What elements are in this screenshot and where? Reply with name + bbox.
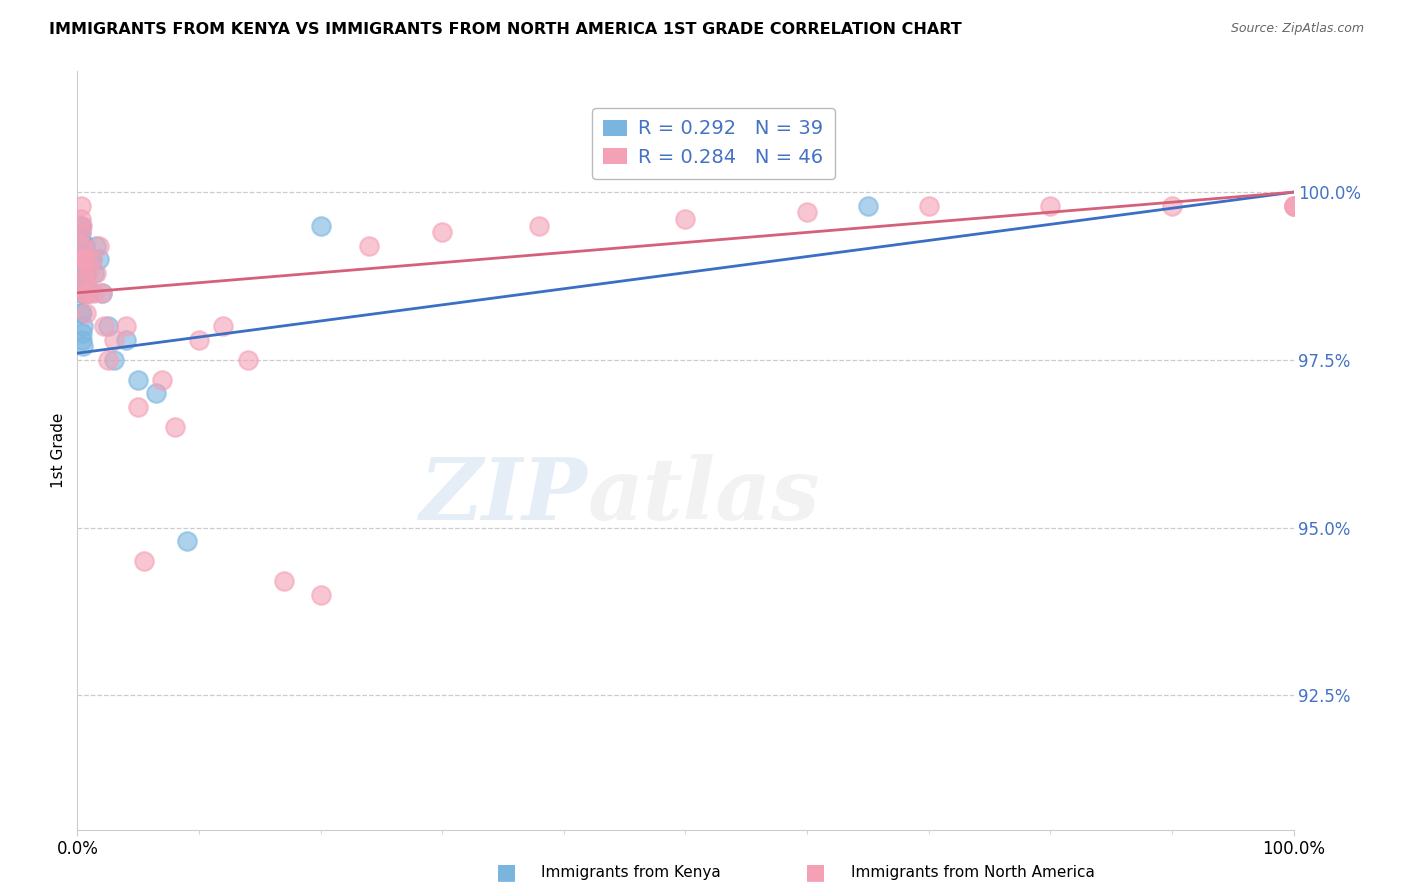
Point [70,245,93,260]
Text: ■: ■ [806,863,825,882]
Point [70,252,93,267]
Point [75,285,97,300]
Point [103,333,125,347]
Text: IMMIGRANTS FROM KENYA VS IMMIGRANTS FROM NORTH AMERICA 1ST GRADE CORRELATION CHA: IMMIGRANTS FROM KENYA VS IMMIGRANTS FROM… [49,22,962,37]
Point [70,219,93,233]
Point [1282,198,1305,212]
Point [70,272,93,286]
Point [90,285,112,300]
Point [72,266,94,280]
Point [1282,198,1305,212]
Point [97,319,120,334]
Point [80,252,103,267]
Point [72,319,94,334]
Point [70,226,93,240]
Point [1282,198,1305,212]
Point [309,588,332,602]
Point [83,285,105,300]
Point [70,252,93,267]
Text: atlas: atlas [588,454,821,538]
Point [80,252,103,267]
Point [115,333,138,347]
Point [1039,198,1062,212]
Point [115,319,138,334]
Point [856,198,879,212]
Point [309,219,332,233]
Text: ZIP: ZIP [420,454,588,538]
Point [72,285,94,300]
Point [84,266,107,280]
Point [127,400,149,414]
Point [359,239,381,253]
Point [1161,198,1184,212]
Point [84,239,107,253]
Point [70,306,93,320]
Point [127,373,149,387]
Point [72,339,94,353]
Point [93,319,115,334]
Y-axis label: 1st Grade: 1st Grade [51,413,66,488]
Point [70,266,93,280]
Point [70,252,93,267]
Point [75,306,97,320]
Point [83,266,105,280]
Point [70,198,93,212]
Point [79,266,101,280]
Point [145,386,167,401]
Point [76,252,98,267]
Point [76,279,98,293]
Point [73,252,96,267]
Point [70,211,93,226]
Point [75,266,97,280]
Point [70,239,93,253]
Point [70,306,93,320]
Point [70,326,93,340]
Point [273,574,295,589]
Point [918,198,941,212]
Point [72,285,94,300]
Point [529,219,551,233]
Text: Immigrants from North America: Immigrants from North America [851,865,1094,880]
Point [103,352,125,367]
Point [70,333,93,347]
Legend: R = 0.292   N = 39, R = 0.284   N = 46: R = 0.292 N = 39, R = 0.284 N = 46 [592,108,835,178]
Point [70,285,93,300]
Point [134,554,156,568]
Point [76,252,98,267]
Point [70,226,93,240]
Point [90,285,112,300]
Point [70,219,93,233]
Point [70,239,93,253]
Point [236,352,259,367]
Point [188,333,211,347]
Point [89,239,111,253]
Point [73,272,96,286]
Point [796,205,818,219]
Point [73,266,96,280]
Point [97,352,120,367]
Point [89,252,111,267]
Point [79,285,101,300]
Point [70,232,93,246]
Point [675,211,697,226]
Point [70,285,93,300]
Point [73,239,96,253]
Point [70,219,93,233]
Point [176,534,198,549]
Point [163,420,186,434]
Point [212,319,235,334]
Text: ■: ■ [496,863,516,882]
Text: Immigrants from Kenya: Immigrants from Kenya [541,865,721,880]
Point [430,226,453,240]
Point [70,239,93,253]
Point [76,285,98,300]
Point [75,285,97,300]
Point [152,373,174,387]
Text: Source: ZipAtlas.com: Source: ZipAtlas.com [1230,22,1364,36]
Point [72,252,94,267]
